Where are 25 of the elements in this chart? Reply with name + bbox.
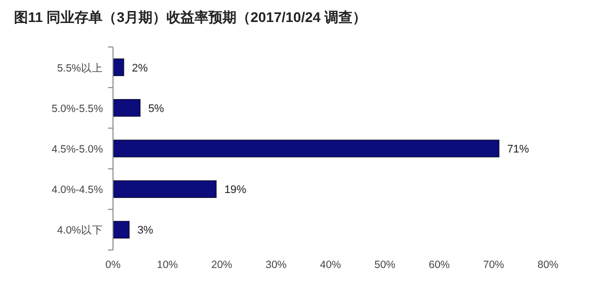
x-tick-label: 80% [537, 259, 559, 271]
x-tick-label: 30% [266, 259, 287, 271]
bar [112, 220, 130, 238]
x-tick-label: 20% [211, 259, 232, 271]
bar [112, 180, 217, 198]
data-label: 19% [224, 184, 247, 196]
data-label: 3% [137, 224, 154, 237]
y-tick-label: 5.0%-5.5% [52, 102, 103, 115]
y-tick-label: 4.0%以下 [57, 224, 103, 237]
x-tick-label: 50% [374, 259, 396, 271]
x-tick-label: 60% [428, 259, 450, 271]
bar [112, 140, 500, 158]
x-tick-label: 10% [156, 259, 178, 271]
chart-title: 图11 同业存单（3月期）收益率预期（2017/10/24 调查） [14, 9, 366, 25]
bar [112, 99, 140, 117]
data-label: 2% [132, 62, 148, 74]
x-tick-label: 0% [105, 259, 121, 271]
y-tick-label: 4.5%-5.0% [52, 144, 103, 156]
y-tick-label: 4.0%-4.5% [52, 184, 103, 196]
x-tick-label: 40% [320, 259, 342, 271]
y-tick-label: 5.5%以上 [57, 61, 103, 74]
bar [112, 58, 124, 76]
data-label: 71% [507, 144, 530, 156]
x-tick-label: 70% [483, 259, 504, 271]
data-label: 5% [148, 102, 164, 115]
